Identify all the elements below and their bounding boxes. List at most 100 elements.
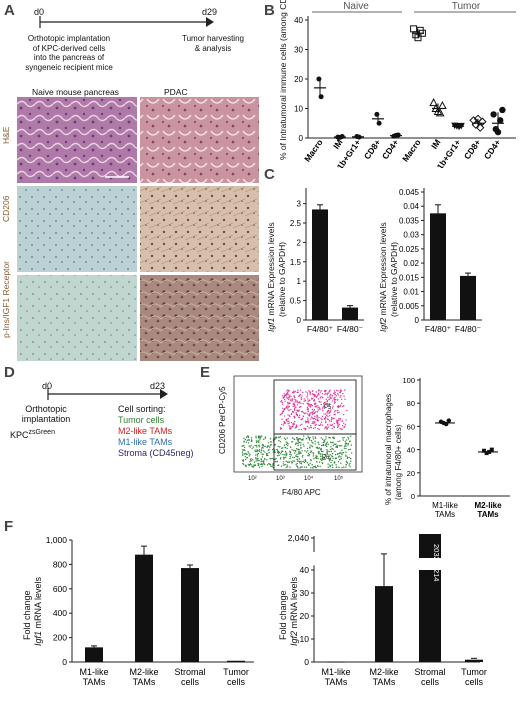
b-group-tumor: Tumor [452, 1, 481, 12]
flow-dot-p6 [256, 457, 259, 460]
flow-dot-p6 [253, 464, 255, 466]
flow-dot-p5 [301, 395, 303, 397]
flow-dot-p5 [319, 408, 321, 410]
flow-dot-p6 [269, 444, 272, 446]
c-left-bar [312, 209, 328, 320]
f-left-bar [85, 647, 103, 662]
flow-dot-p5 [324, 420, 327, 422]
flow-dot-p6 [274, 451, 276, 453]
flow-dot-p5 [307, 398, 309, 400]
flow-dot-p5 [296, 401, 298, 403]
flow-dot-p5 [282, 424, 285, 426]
flow-dot-p5 [307, 417, 309, 419]
flow-dot-p6 [262, 450, 265, 452]
flow-dot-p6 [322, 441, 325, 444]
flow-dot-p6 [318, 461, 321, 464]
flow-dot-p6 [305, 466, 308, 469]
flow-dot-p6 [252, 466, 255, 468]
flow-dot-p5 [315, 403, 317, 405]
flow-dot-p6 [262, 443, 264, 446]
flow-dot-p6 [285, 441, 288, 443]
flow-dot-p6 [325, 445, 328, 448]
flow-dot-p5 [288, 405, 291, 408]
f-left-cat-label: M2-like [129, 667, 158, 677]
flow-dot-p6 [298, 441, 300, 444]
flow-dot-p6 [301, 461, 303, 463]
flow-dot-p5 [338, 417, 340, 420]
f-right-ytick-label: 10 [300, 634, 310, 644]
flow-dot-p6 [280, 453, 282, 455]
flow-dot-p6 [334, 453, 337, 456]
flow-dot-p6 [266, 446, 268, 449]
flow-dot-p5 [307, 419, 309, 421]
flow-dot-p6 [264, 437, 266, 439]
flow-dot-p6 [324, 444, 327, 446]
flow-dot-p5 [314, 424, 316, 427]
flow-dot-p5 [282, 397, 284, 399]
flow-dot-p6 [284, 446, 286, 449]
flow-dot-p6 [302, 454, 304, 457]
f-right-bar [465, 659, 483, 662]
flow-dot-p5 [333, 392, 335, 395]
flow-dot-p6 [255, 458, 257, 460]
flow-dot-p6 [269, 463, 271, 466]
flow-dot-p6 [244, 455, 247, 458]
flow-dot-p6 [319, 453, 322, 455]
flow-dot-p6 [320, 450, 323, 452]
flow-dot-p5 [314, 427, 316, 429]
b-point [410, 25, 418, 33]
flow-dot-p5 [285, 420, 288, 422]
b-point [478, 117, 487, 126]
flow-dot-p6 [250, 439, 253, 441]
flow-dot-p6 [293, 460, 296, 462]
flow-dot-p6 [242, 454, 244, 456]
flow-dot-p5 [320, 417, 322, 419]
e-dot-cat-label: M2-like [474, 501, 502, 510]
flow-dot-p6 [329, 466, 331, 468]
c-right-ytick-label: 0.005 [399, 302, 420, 311]
flow-dot-p5 [320, 403, 322, 406]
flow-dot-p5 [336, 412, 339, 414]
c-right-ytick-label: 0.04 [403, 202, 419, 211]
panel-letter-d: D [4, 364, 15, 381]
flow-dot-p6 [263, 438, 265, 441]
b-point [473, 114, 483, 124]
flow-dot-p6 [269, 446, 271, 448]
flow-dot-p5 [316, 418, 319, 420]
flow-dot-p6 [340, 462, 342, 464]
e-flow-xlabel: F4/80 APC [282, 488, 321, 497]
flow-dot-p6 [252, 446, 254, 448]
flow-dot-p5 [327, 392, 329, 395]
flow-dot-p5 [309, 393, 312, 395]
flow-dot-p6 [299, 451, 301, 453]
flow-dot-p6 [279, 458, 282, 460]
e-dot-ytick-label: 60 [407, 422, 415, 431]
flow-dot-p5 [287, 414, 289, 416]
flow-dot-p6 [277, 452, 280, 455]
flow-dot-p5 [303, 427, 305, 429]
flow-dot-p6 [264, 445, 267, 448]
flow-dot-p6 [348, 449, 350, 451]
flow-dot-p5 [309, 405, 311, 408]
flow-dot-p6 [308, 453, 311, 456]
flow-dot-p6 [255, 454, 257, 456]
flow-dot-p6 [255, 441, 258, 444]
panel-letter-e: E [200, 364, 211, 381]
flow-dot-p5 [324, 393, 326, 396]
flow-dot-p5 [294, 401, 296, 403]
flow-dot-p6 [246, 456, 249, 459]
flow-dot-p6 [322, 456, 324, 458]
flow-dot-p6 [247, 463, 249, 466]
flow-dot-p5 [325, 421, 327, 424]
flow-dot-p6 [332, 444, 335, 447]
flow-dot-p6 [294, 443, 297, 445]
b-cat-label: CD8+ [362, 137, 383, 161]
flow-dot-p6 [312, 453, 315, 455]
flow-dot-p5 [289, 399, 292, 401]
flow-dot-p6 [339, 458, 341, 461]
flow-dot-p6 [243, 440, 245, 443]
flow-dot-p5 [289, 426, 291, 428]
flow-dot-p5 [293, 392, 295, 394]
flow-dot-p6 [320, 455, 322, 457]
flow-dot-p6 [321, 462, 324, 465]
